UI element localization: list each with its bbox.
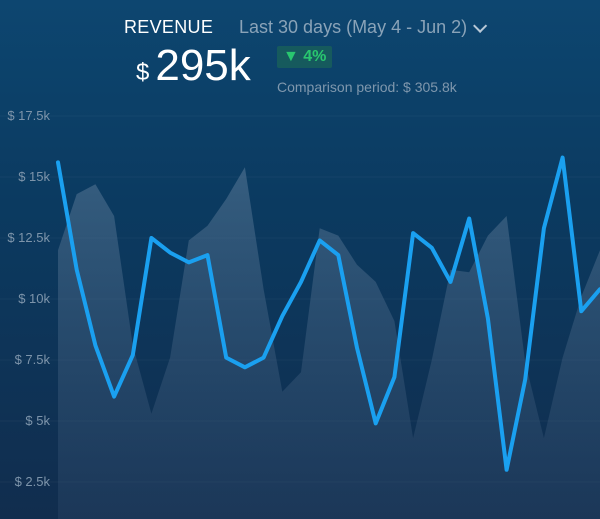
- period-dropdown[interactable]: Last 30 days (May 4 - Jun 2): [239, 17, 488, 38]
- total-value: $ 295k: [136, 44, 251, 88]
- period-label: Last 30 days (May 4 - Jun 2): [239, 17, 468, 37]
- change-badge: ▼ 4%: [277, 46, 333, 68]
- y-tick-label: $ 7.5k: [14, 352, 50, 367]
- y-tick-label: $ 12.5k: [7, 230, 50, 245]
- chart-header: REVENUE Last 30 days (May 4 - Jun 2) $ 2…: [0, 0, 600, 100]
- comparison-text: Comparison period: $ 305.8k: [277, 79, 457, 95]
- metric-title: REVENUE: [124, 17, 214, 37]
- y-tick-label: $ 2.5k: [14, 474, 50, 489]
- y-tick-label: $ 17.5k: [7, 108, 50, 123]
- current-period-line: [56, 155, 600, 472]
- total-amount: 295k: [155, 41, 251, 90]
- y-tick-label: $ 15k: [18, 169, 50, 184]
- comparison-area: [58, 167, 600, 519]
- y-tick-label: $ 10k: [18, 291, 50, 306]
- currency-symbol: $: [136, 59, 150, 86]
- y-tick-label: $ 5k: [25, 413, 50, 428]
